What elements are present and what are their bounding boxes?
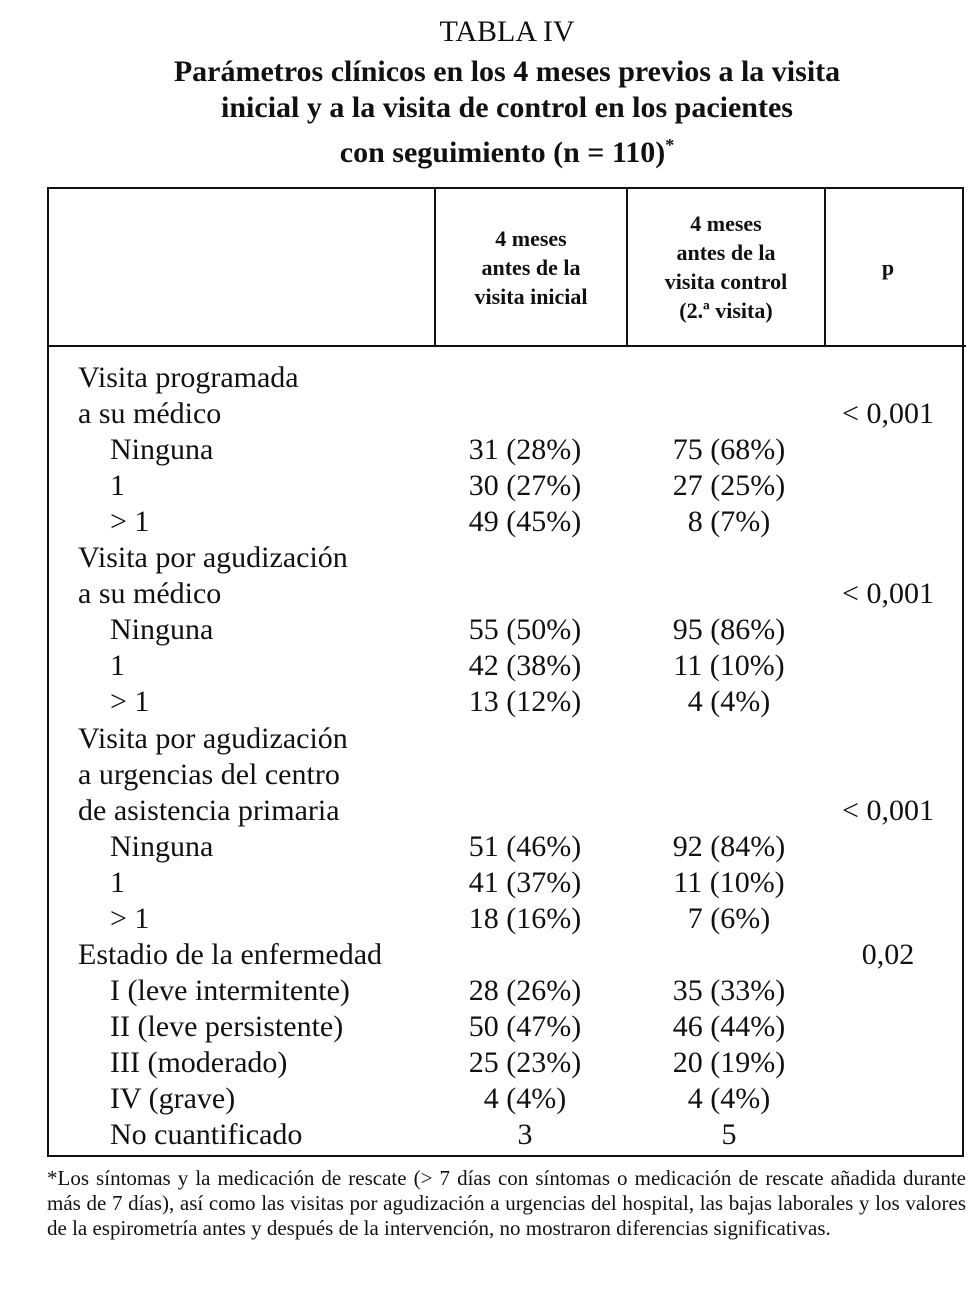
table-row: II (leve persistente) 50 (47%) 46 (44%) [0, 1009, 980, 1045]
value-initial: 3 [517, 1118, 533, 1152]
value-initial: 50 (47%) [468, 1009, 582, 1043]
row-label: Visita por agudización [78, 721, 348, 755]
value-control: 35 (33%) [672, 973, 786, 1007]
table-row: a su médico < 0,001 [0, 576, 980, 612]
row-label: 1 [110, 469, 125, 503]
table-row: IV (grave) 4 (4%) 4 (4%) [0, 1081, 980, 1117]
row-label: > 1 [110, 505, 150, 539]
table-row: Ninguna 31 (28%) 75 (68%) [0, 432, 980, 468]
row-label: II (leve persistente) [110, 1009, 344, 1043]
table-row: I (leve intermitente) 28 (26%) 35 (33%) [0, 973, 980, 1009]
table-row: III (moderado) 25 (23%) 20 (19%) [0, 1045, 980, 1081]
row-label: a su médico [78, 397, 222, 431]
value-initial: 42 (38%) [468, 649, 582, 683]
row-label: a su médico [78, 577, 222, 611]
value-initial: 55 (50%) [468, 613, 582, 647]
row-label: 1 [110, 865, 125, 899]
table-row: No cuantificado 3 5 [0, 1117, 980, 1153]
table-label: TABLA IV [439, 15, 575, 48]
value-control: 4 (4%) [687, 685, 771, 719]
value-control: 27 (25%) [672, 469, 786, 503]
table-title-line: Parámetros clínicos en los 4 meses previ… [173, 55, 841, 88]
row-label: Ninguna [110, 829, 214, 863]
table-row: de asistencia primaria < 0,001 [0, 793, 980, 829]
value-control: 7 (6%) [687, 901, 771, 935]
value-initial: 28 (26%) [468, 973, 582, 1007]
table-row: > 1 18 (16%) 7 (6%) [0, 901, 980, 937]
row-label: > 1 [110, 901, 150, 935]
row-label: Visita por agudización [78, 541, 348, 575]
value-control: 95 (86%) [672, 613, 786, 647]
p-value: 0,02 [861, 937, 915, 971]
value-initial: 41 (37%) [468, 865, 582, 899]
row-label: Ninguna [110, 433, 214, 467]
value-control: 75 (68%) [672, 433, 786, 467]
table-row: a urgencias del centro [0, 757, 980, 793]
value-initial: 31 (28%) [468, 433, 582, 467]
table-row: Estadio de la enfermedad 0,02 [0, 937, 980, 973]
table-row: a su médico < 0,001 [0, 396, 980, 432]
table-row: 1 41 (37%) 11 (10%) [0, 865, 980, 901]
row-label: I (leve intermitente) [110, 973, 350, 1007]
value-control: 46 (44%) [672, 1009, 786, 1043]
table-frame [47, 187, 964, 1157]
value-control: 5 [721, 1118, 737, 1152]
value-control: 92 (84%) [672, 829, 786, 863]
value-control: 11 (10%) [673, 649, 785, 683]
row-label: IV (grave) [110, 1082, 236, 1115]
table-row: Visita por agudización [0, 540, 980, 576]
header-divider [47, 345, 966, 347]
table-title-line: con seguimiento (n = 110)* [339, 135, 675, 169]
header-col-p: p [881, 254, 895, 280]
row-label: Ninguna [110, 613, 214, 647]
table-row: Visita programada [0, 360, 980, 396]
column-divider [434, 187, 436, 346]
table-row: Ninguna 55 (50%) 95 (86%) [0, 612, 980, 648]
row-label: a urgencias del centro [78, 757, 340, 791]
value-initial: 13 (12%) [468, 685, 582, 719]
column-divider [626, 187, 628, 346]
row-label: Visita programada [78, 361, 299, 394]
row-label: > 1 [110, 685, 150, 719]
value-control: 20 (19%) [672, 1045, 786, 1079]
row-label: Estadio de la enfermedad [78, 937, 383, 971]
p-value: < 0,001 [842, 793, 934, 827]
table-row: Ninguna 51 (46%) 92 (84%) [0, 829, 980, 865]
table-title-line: inicial y a la visita de control en los … [221, 91, 793, 124]
value-initial: 25 (23%) [468, 1045, 582, 1079]
header-col-control: 4 meses antes de la visita control (2.ª vis… [664, 211, 788, 323]
header-col-initial: 4 meses antes de la visita inicial [474, 225, 588, 309]
value-initial: 51 (46%) [468, 829, 582, 863]
table-row: 1 42 (38%) 11 (10%) [0, 648, 980, 684]
value-control: 11 (10%) [673, 865, 785, 899]
table-row: Visita por agudización [0, 721, 980, 757]
value-initial: 30 (27%) [468, 469, 582, 503]
column-divider [824, 187, 826, 346]
table-row: 1 30 (27%) 27 (25%) [0, 468, 980, 504]
row-label: III (moderado) [110, 1045, 288, 1079]
row-label: 1 [110, 649, 125, 683]
p-value: < 0,001 [842, 397, 934, 431]
value-initial: 18 (16%) [468, 901, 582, 935]
p-value: < 0,001 [842, 577, 934, 611]
value-initial: 4 (4%) [483, 1082, 567, 1115]
value-control: 8 (7%) [687, 505, 771, 539]
value-control: 4 (4%) [687, 1082, 771, 1115]
value-initial: 49 (45%) [468, 505, 582, 539]
row-label: No cuantificado [110, 1118, 303, 1152]
table-row: > 1 49 (45%) 8 (7%) [0, 504, 980, 540]
row-label: de asistencia primaria [78, 793, 340, 827]
table-row: > 1 13 (12%) 4 (4%) [0, 684, 980, 720]
footnote: *Los síntomas y la medicación de rescate… [47, 1166, 966, 1240]
